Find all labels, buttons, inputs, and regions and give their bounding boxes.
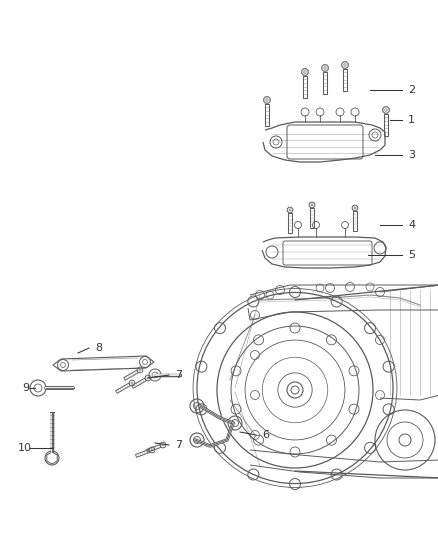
- Text: 10: 10: [18, 443, 32, 453]
- Text: 6: 6: [262, 430, 269, 440]
- Text: 2: 2: [408, 85, 415, 95]
- Text: 7: 7: [175, 440, 182, 450]
- Text: 9: 9: [22, 383, 29, 393]
- Text: 1: 1: [408, 115, 415, 125]
- Text: 8: 8: [95, 343, 102, 353]
- Text: 3: 3: [408, 150, 415, 160]
- Text: 4: 4: [408, 220, 415, 230]
- Text: 5: 5: [408, 250, 415, 260]
- Text: 7: 7: [175, 370, 182, 380]
